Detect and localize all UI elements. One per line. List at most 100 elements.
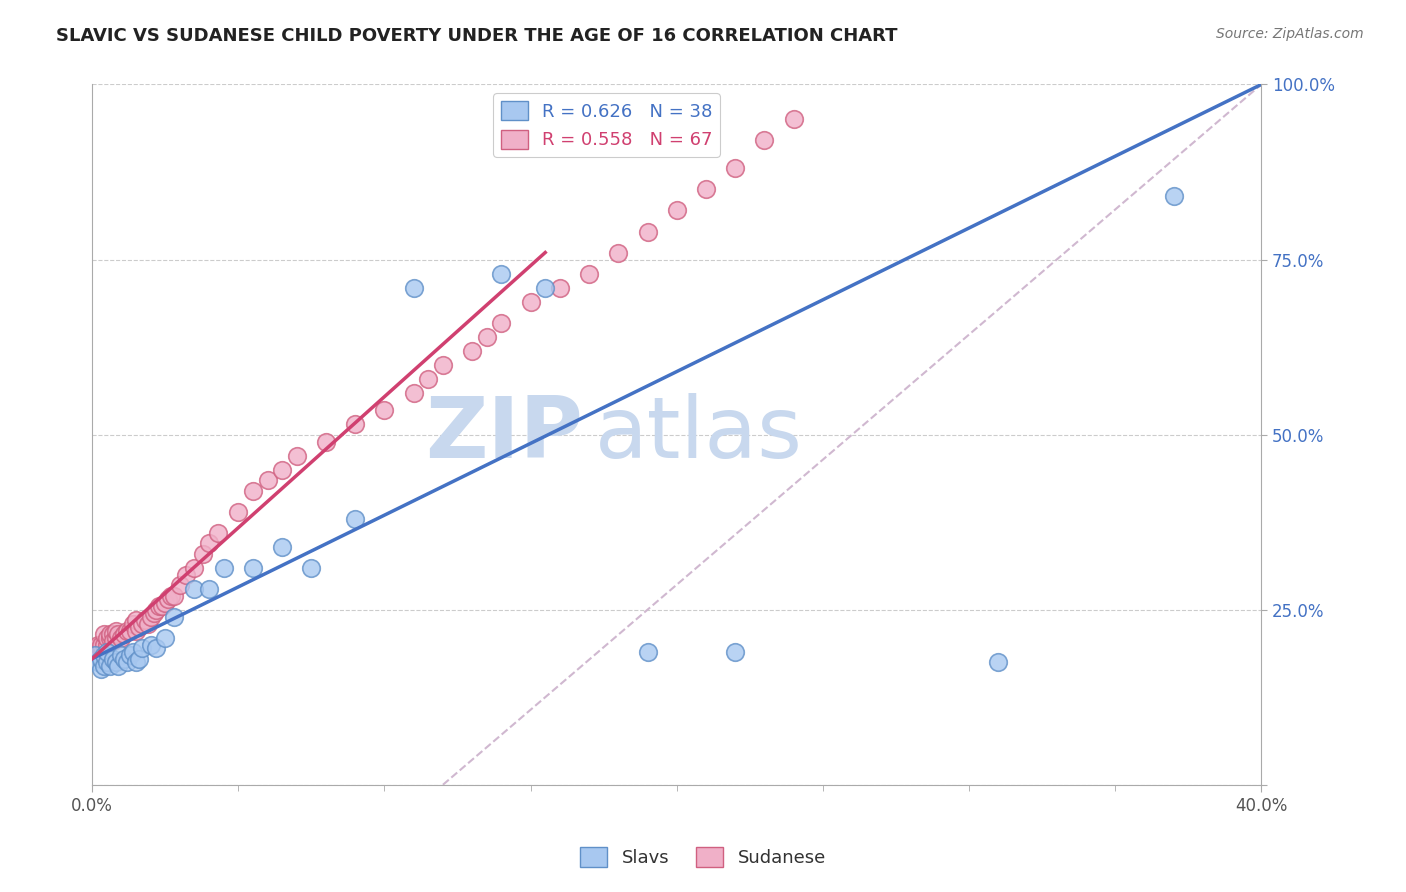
Point bbox=[155, 631, 177, 645]
Point bbox=[271, 540, 294, 554]
Point bbox=[139, 609, 162, 624]
Point bbox=[96, 655, 118, 669]
Point bbox=[228, 505, 250, 519]
Point bbox=[93, 638, 115, 652]
Point bbox=[107, 627, 129, 641]
Point bbox=[198, 536, 221, 550]
Point bbox=[139, 638, 162, 652]
Point bbox=[724, 645, 747, 659]
Point bbox=[107, 658, 129, 673]
Point bbox=[183, 560, 205, 574]
Point bbox=[163, 609, 186, 624]
Point bbox=[101, 651, 124, 665]
Point bbox=[198, 582, 221, 596]
Point bbox=[131, 641, 153, 656]
Point bbox=[169, 578, 191, 592]
Point bbox=[637, 645, 659, 659]
Point bbox=[84, 641, 107, 656]
Point bbox=[212, 560, 235, 574]
Point bbox=[125, 655, 148, 669]
Point bbox=[128, 620, 150, 634]
Point bbox=[145, 641, 167, 656]
Point bbox=[101, 634, 124, 648]
Point bbox=[163, 589, 186, 603]
Point bbox=[344, 417, 367, 431]
Legend: R = 0.626   N = 38, R = 0.558   N = 67: R = 0.626 N = 38, R = 0.558 N = 67 bbox=[494, 94, 720, 157]
Point bbox=[475, 329, 498, 343]
Point bbox=[120, 624, 142, 638]
Point bbox=[150, 599, 173, 614]
Point bbox=[174, 567, 197, 582]
Point bbox=[136, 616, 159, 631]
Text: Source: ZipAtlas.com: Source: ZipAtlas.com bbox=[1216, 27, 1364, 41]
Point bbox=[90, 638, 112, 652]
Point bbox=[122, 616, 145, 631]
Point bbox=[256, 473, 278, 487]
Point bbox=[112, 627, 135, 641]
Point bbox=[207, 525, 229, 540]
Point bbox=[695, 182, 717, 196]
Point bbox=[607, 245, 630, 260]
Point bbox=[87, 655, 110, 669]
Point bbox=[637, 225, 659, 239]
Point bbox=[96, 645, 118, 659]
Point bbox=[548, 280, 571, 294]
Point bbox=[125, 624, 148, 638]
Point bbox=[754, 133, 776, 147]
Point bbox=[519, 294, 541, 309]
Point bbox=[193, 547, 215, 561]
Point bbox=[110, 648, 132, 663]
Point bbox=[96, 638, 118, 652]
Point bbox=[145, 602, 167, 616]
Point bbox=[160, 589, 183, 603]
Text: SLAVIC VS SUDANESE CHILD POVERTY UNDER THE AGE OF 16 CORRELATION CHART: SLAVIC VS SUDANESE CHILD POVERTY UNDER T… bbox=[56, 27, 898, 45]
Point bbox=[724, 161, 747, 176]
Point bbox=[93, 627, 115, 641]
Text: ZIP: ZIP bbox=[426, 393, 583, 476]
Point bbox=[122, 645, 145, 659]
Point bbox=[112, 651, 135, 665]
Point bbox=[96, 631, 118, 645]
Point bbox=[271, 462, 294, 476]
Point bbox=[418, 371, 440, 385]
Point bbox=[242, 483, 264, 498]
Point bbox=[104, 624, 127, 638]
Point bbox=[402, 385, 425, 400]
Point bbox=[87, 638, 110, 652]
Legend: Slavs, Sudanese: Slavs, Sudanese bbox=[572, 839, 834, 874]
Point bbox=[98, 631, 121, 645]
Point bbox=[142, 606, 165, 620]
Point bbox=[432, 358, 454, 372]
Point bbox=[90, 641, 112, 656]
Point bbox=[157, 592, 180, 607]
Point bbox=[782, 112, 804, 127]
Point bbox=[155, 596, 177, 610]
Point bbox=[534, 280, 557, 294]
Point bbox=[315, 434, 337, 449]
Point bbox=[491, 267, 513, 281]
Point bbox=[125, 613, 148, 627]
Point bbox=[98, 658, 121, 673]
Point bbox=[461, 343, 484, 358]
Text: atlas: atlas bbox=[595, 393, 803, 476]
Point bbox=[84, 648, 107, 663]
Point bbox=[183, 582, 205, 596]
Point bbox=[117, 655, 139, 669]
Point bbox=[299, 560, 322, 574]
Point bbox=[93, 648, 115, 663]
Point bbox=[98, 627, 121, 641]
Point bbox=[344, 511, 367, 525]
Point bbox=[285, 449, 308, 463]
Point bbox=[104, 631, 127, 645]
Point bbox=[128, 651, 150, 665]
Point bbox=[1163, 189, 1185, 203]
Point bbox=[120, 648, 142, 663]
Point bbox=[134, 613, 156, 627]
Point bbox=[101, 627, 124, 641]
Point bbox=[87, 648, 110, 663]
Point bbox=[90, 662, 112, 676]
Point bbox=[90, 651, 112, 665]
Point bbox=[402, 280, 425, 294]
Point bbox=[110, 631, 132, 645]
Point bbox=[117, 624, 139, 638]
